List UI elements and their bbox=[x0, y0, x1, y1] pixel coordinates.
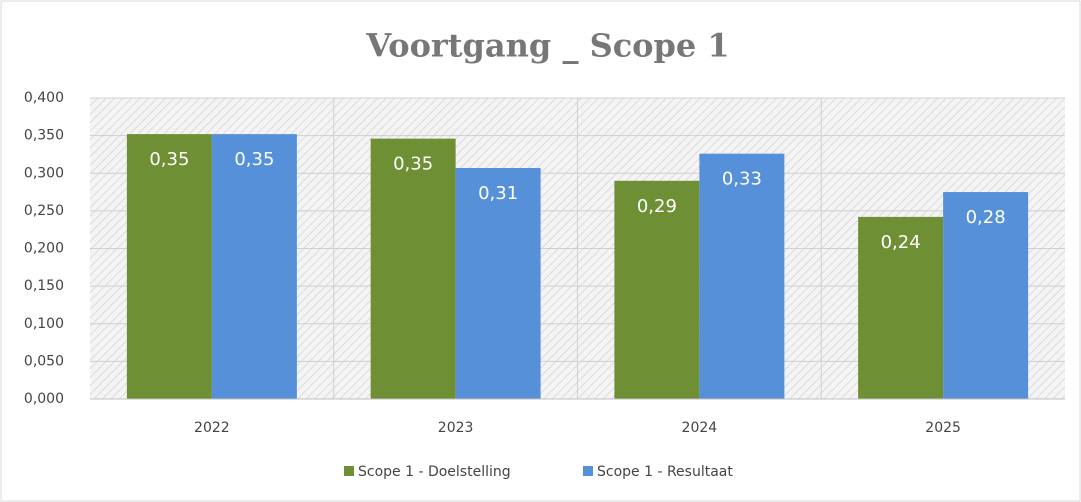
data-label: 0,29 bbox=[637, 196, 677, 217]
legend-swatch bbox=[583, 466, 593, 476]
y-tick-label: 0,050 bbox=[24, 353, 64, 369]
legend-label: Scope 1 - Resultaat bbox=[597, 464, 733, 480]
y-tick-label: 0,200 bbox=[24, 241, 64, 257]
bar bbox=[211, 134, 297, 399]
data-label: 0,24 bbox=[881, 232, 921, 253]
y-tick-label: 0,000 bbox=[24, 391, 64, 407]
y-tick-label: 0,350 bbox=[24, 128, 64, 144]
x-tick-label: 2024 bbox=[682, 420, 718, 436]
data-label: 0,28 bbox=[966, 207, 1006, 228]
y-tick-label: 0,400 bbox=[24, 90, 64, 106]
data-label: 0,31 bbox=[478, 183, 518, 204]
y-tick-label: 0,150 bbox=[24, 278, 64, 294]
x-tick-label: 2025 bbox=[925, 420, 961, 436]
legend-swatch bbox=[344, 466, 354, 476]
legend-label: Scope 1 - Doelstelling bbox=[358, 464, 511, 480]
data-label: 0,35 bbox=[234, 149, 274, 170]
bar bbox=[858, 216, 944, 399]
data-label: 0,35 bbox=[149, 149, 189, 170]
y-tick-label: 0,100 bbox=[24, 316, 64, 332]
x-tick-label: 2022 bbox=[194, 420, 230, 436]
y-tick-label: 0,300 bbox=[24, 165, 64, 181]
bar bbox=[126, 134, 212, 399]
bar bbox=[455, 167, 541, 399]
bar bbox=[370, 138, 456, 399]
chart-title: Voortgang _ Scope 1 bbox=[365, 27, 729, 65]
y-tick-label: 0,250 bbox=[24, 203, 64, 219]
x-tick-label: 2023 bbox=[438, 420, 474, 436]
bar bbox=[943, 192, 1029, 399]
data-label: 0,33 bbox=[722, 169, 762, 190]
bar bbox=[699, 153, 785, 399]
bar bbox=[614, 180, 700, 399]
data-label: 0,35 bbox=[393, 154, 433, 175]
